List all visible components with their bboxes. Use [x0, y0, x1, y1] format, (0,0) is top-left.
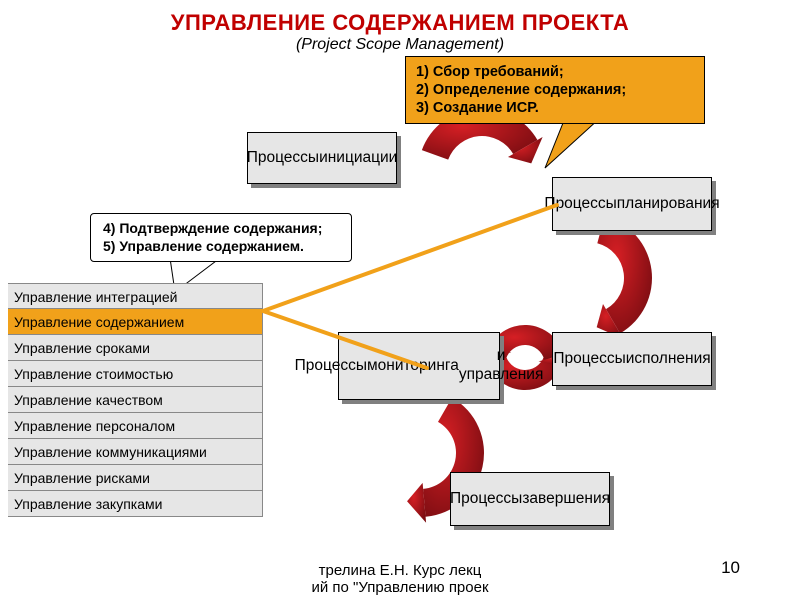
callout-confirmation: 4) Подтверждение содержания;5) Управлени… — [90, 213, 352, 262]
process-box-plan: Процессыпланирования — [552, 177, 712, 231]
sidebar-item: Управление коммуникациями — [8, 439, 263, 465]
callout-line: 3) Создание ИСР. — [416, 99, 694, 117]
sidebar-item: Управление качеством — [8, 387, 263, 413]
process-box-exec: Процессыисполнения — [552, 332, 712, 386]
knowledge-areas-list: Управление интеграциейУправление содержа… — [8, 283, 263, 517]
speech-line: 4) Подтверждение содержания; — [103, 220, 339, 238]
sidebar-item: Управление персоналом — [8, 413, 263, 439]
process-box-close: Процессызавершения — [450, 472, 610, 526]
footer-line-1: трелина Е.Н. Курс лекц — [319, 562, 482, 579]
page-title: УПРАВЛЕНИЕ СОДЕРЖАНИЕМ ПРОЕКТА — [0, 10, 800, 36]
footer-line-2: ий по "Управлению проек — [311, 579, 488, 596]
sidebar-item: Управление содержанием — [8, 309, 263, 335]
process-box-init: Процессыинициации — [247, 132, 397, 184]
speech-line: 5) Управление содержанием. — [103, 238, 339, 256]
callout-line: 1) Сбор требований; — [416, 63, 694, 81]
page-subtitle: (Project Scope Management) — [0, 36, 800, 54]
footer-text: трелина Е.Н. Курс лекц ий по "Управлению… — [0, 562, 800, 597]
process-box-monit: Процессымониторингаи управления — [338, 332, 500, 400]
sidebar-item: Управление закупками — [8, 491, 263, 517]
sidebar-item: Управление интеграцией — [8, 283, 263, 309]
subtitle-text: Project Scope Management — [301, 36, 498, 53]
sidebar-item: Управление рисками — [8, 465, 263, 491]
sidebar-item: Управление стоимостью — [8, 361, 263, 387]
sidebar-item: Управление сроками — [8, 335, 263, 361]
slide-stage: УПРАВЛЕНИЕ СОДЕРЖАНИЕМ ПРОЕКТА (Project … — [0, 0, 800, 600]
callout-line: 2) Определение содержания; — [416, 81, 694, 99]
callout-requirements: 1) Сбор требований;2) Определение содерж… — [405, 56, 705, 124]
